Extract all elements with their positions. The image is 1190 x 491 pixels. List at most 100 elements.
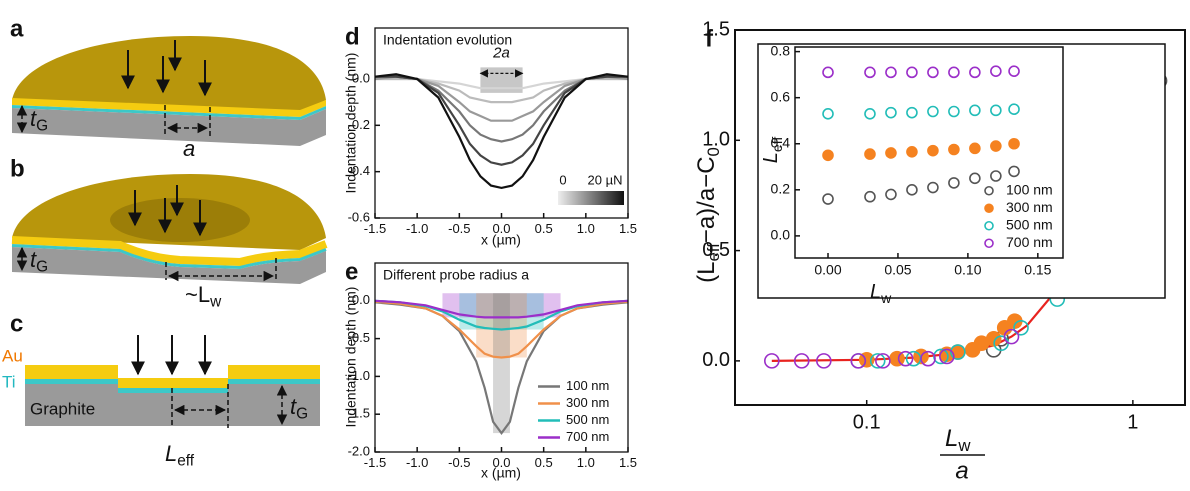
point [927,66,939,79]
point [927,105,939,118]
chart-title: Indentation evolution [383,32,512,48]
legend-swatch [984,238,994,249]
y-tick-label: 0.0 [352,292,370,307]
panel-label: c [10,310,23,337]
width-label: ~Lw [185,282,222,311]
series-line [375,75,628,166]
y-tick-label: 0.0 [771,227,791,243]
arrows [121,40,212,97]
y-tick-label: 0.5 [702,239,730,261]
point [906,106,918,119]
series-line [375,75,628,143]
y-axis-label-part: 0 [705,147,724,156]
point [939,348,955,365]
legend-label: 500 nm [566,412,609,427]
legend-label: 700 nm [566,429,609,444]
series-line [374,75,629,122]
x-tick-label: -0.5 [448,221,470,236]
inset-background [757,43,1166,299]
y-axis-label-part: eff [769,137,785,152]
plot: 0.00 0.05 0.10 0.15 0.0 0.2 0.4 0.6 0.8 [771,42,1052,277]
thickness-label: tG [30,247,48,276]
point [1013,319,1029,336]
y-tick-label: 0.4 [771,134,791,150]
y-axis-label: Indentation depth (nm) [343,53,359,194]
panel-label: e [345,258,358,285]
series-line [375,77,628,90]
point [875,353,891,369]
thickness-label-part: G [36,259,48,276]
width-label-part: ~L [185,282,210,307]
plot-frame [374,262,629,453]
x-tick-label: -1.5 [364,221,386,236]
point [1003,328,1020,345]
y-tick-label: 0.2 [771,181,791,197]
point [948,66,960,79]
plot-frame [734,29,1186,406]
y-tick-label: -2.0 [348,443,370,458]
panel-label: a [10,15,24,42]
x-axis-label-part: w [957,437,971,456]
point [927,144,939,157]
x-tick-label: 0.15 [1024,261,1051,277]
y-tick-label: 1.0 [702,129,730,151]
y-axis-label-part: eff [705,243,724,262]
x-tick-label: 1.0 [577,455,595,470]
point [927,181,939,194]
y-axis-label: Leff [760,137,784,164]
dashes [171,384,288,428]
ti-layer [11,244,327,270]
plot: -1.5 -1.0 -0.5 0.0 0.5 1.0 1.50.0-0.5-1.0-1.5-… [348,292,637,470]
point [1008,165,1020,178]
series-line [374,299,629,319]
point [885,188,897,201]
width-label-part: eff [177,453,195,470]
y-tick-label: 0.6 [771,88,791,104]
series-line [375,77,628,104]
point [1008,65,1020,77]
diagram-a [12,36,326,146]
width-label-part: w [209,294,222,311]
point [793,353,810,369]
panel-label: b [10,155,25,182]
dip [110,198,250,242]
point [990,104,1002,117]
plot: 0.1 1 0.0 0.5 1.0 1.5 [702,18,1138,433]
au-layer [25,365,118,379]
diagram-b [11,174,328,284]
point [850,353,867,369]
plot-frame [374,27,629,219]
point [906,66,918,79]
series-line [374,299,629,331]
point [822,149,834,162]
y-axis-label-part: L [760,152,782,163]
x-tick-label: 1.5 [619,221,637,236]
x-tick-label: 0.5 [535,221,553,236]
x-axis-label: Lw [945,425,971,455]
point [948,143,960,156]
y-axis-label-part: −a)/a−C [693,156,720,243]
y-tick-label: -1.0 [348,368,370,383]
x-tick-label: -1.0 [406,455,428,470]
au-layer [12,98,326,117]
y-tick-label: 0.0 [352,70,370,85]
y-tick-label: -1.5 [348,406,370,421]
arrows [128,185,207,237]
y-axis-label-part: (L [693,262,720,283]
x-axis-label: a [955,457,968,484]
point [864,108,876,120]
thickness-label-part: t [30,247,37,272]
chart-title: Different probe radius a [383,267,529,283]
x-axis-label: x (µm) [481,232,521,248]
point [885,147,897,159]
point [990,140,1002,152]
point [920,350,936,367]
thickness-label: tG [30,106,48,135]
legend-label: 100 nm [1006,181,1053,197]
x-tick-label: 0.10 [954,261,981,277]
diagram-c [25,335,320,428]
x-tick-label: 0.05 [884,261,911,277]
point [869,353,886,369]
panel-label: f [705,25,714,52]
